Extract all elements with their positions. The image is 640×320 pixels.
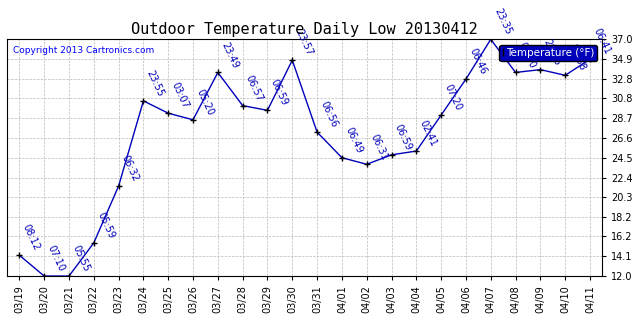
Text: 06:59: 06:59 — [393, 123, 413, 152]
Text: 06:32: 06:32 — [120, 154, 141, 183]
Text: 08:00: 08:00 — [517, 40, 538, 70]
Text: 08:12: 08:12 — [20, 223, 42, 252]
Text: 06:46: 06:46 — [467, 47, 488, 76]
Legend: Temperature (°F): Temperature (°F) — [499, 44, 597, 61]
Text: 06:57: 06:57 — [244, 73, 265, 103]
Text: 20:38: 20:38 — [566, 43, 588, 73]
Text: 23:55: 23:55 — [145, 68, 166, 98]
Text: 03:07: 03:07 — [170, 81, 191, 110]
Title: Outdoor Temperature Daily Low 20130412: Outdoor Temperature Daily Low 20130412 — [131, 22, 478, 37]
Text: 06:41: 06:41 — [591, 27, 612, 56]
Text: 05:20: 05:20 — [195, 87, 215, 117]
Text: 23:57: 23:57 — [294, 28, 315, 57]
Text: 07:10: 07:10 — [45, 244, 67, 273]
Text: 07:20: 07:20 — [442, 83, 463, 112]
Text: Copyright 2013 Cartronics.com: Copyright 2013 Cartronics.com — [13, 46, 154, 55]
Text: 05:55: 05:55 — [70, 244, 92, 273]
Text: 06:59: 06:59 — [269, 78, 290, 108]
Text: 06:31: 06:31 — [368, 132, 389, 162]
Text: 06:56: 06:56 — [319, 100, 339, 129]
Text: 05:59: 05:59 — [95, 211, 116, 240]
Text: 06:49: 06:49 — [343, 125, 364, 155]
Text: 23:49: 23:49 — [220, 40, 240, 70]
Text: 20:35: 20:35 — [542, 37, 563, 67]
Text: 23:35: 23:35 — [492, 7, 513, 36]
Text: 02:41: 02:41 — [418, 119, 438, 148]
